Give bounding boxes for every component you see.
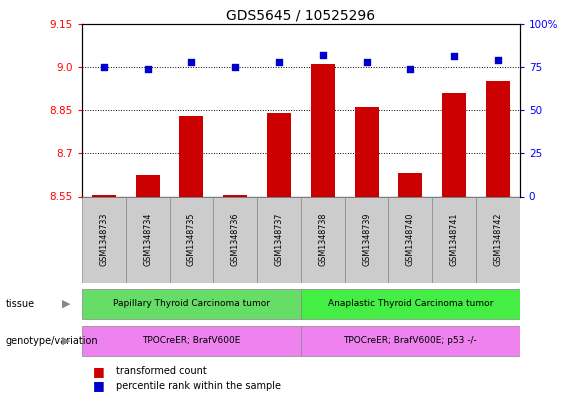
Point xyxy=(493,57,502,63)
Bar xyxy=(442,93,466,196)
Text: Papillary Thyroid Carcinoma tumor: Papillary Thyroid Carcinoma tumor xyxy=(113,299,270,308)
Text: GSM1348738: GSM1348738 xyxy=(318,213,327,266)
Bar xyxy=(398,173,423,196)
Text: TPOCreER; BrafV600E: TPOCreER; BrafV600E xyxy=(142,336,241,345)
Point xyxy=(318,51,327,58)
Point xyxy=(406,65,415,72)
Text: genotype/variation: genotype/variation xyxy=(6,336,98,346)
Text: ■: ■ xyxy=(93,379,105,393)
Bar xyxy=(214,196,257,283)
Text: Anaplastic Thyroid Carcinoma tumor: Anaplastic Thyroid Carcinoma tumor xyxy=(328,299,493,308)
Bar xyxy=(82,288,301,319)
Point xyxy=(187,59,196,65)
Text: ■: ■ xyxy=(93,365,105,378)
Text: GSM1348739: GSM1348739 xyxy=(362,213,371,266)
Bar xyxy=(301,326,520,356)
Text: GSM1348740: GSM1348740 xyxy=(406,213,415,266)
Point xyxy=(143,65,152,72)
Bar xyxy=(179,116,203,196)
Bar xyxy=(125,196,170,283)
Bar xyxy=(432,196,476,283)
Point xyxy=(450,53,459,60)
Point xyxy=(275,59,284,65)
Text: transformed count: transformed count xyxy=(116,366,207,376)
Text: TPOCreER; BrafV600E; p53 -/-: TPOCreER; BrafV600E; p53 -/- xyxy=(344,336,477,345)
Point xyxy=(99,64,108,70)
Bar xyxy=(82,196,125,283)
Text: percentile rank within the sample: percentile rank within the sample xyxy=(116,381,281,391)
Bar xyxy=(486,81,510,196)
Text: GSM1348742: GSM1348742 xyxy=(493,213,502,266)
Bar xyxy=(267,113,291,196)
Point xyxy=(362,59,371,65)
Bar xyxy=(389,196,432,283)
Bar xyxy=(170,196,214,283)
Bar xyxy=(476,196,520,283)
Bar xyxy=(354,107,379,196)
Bar xyxy=(311,64,335,196)
Bar xyxy=(345,196,389,283)
Text: GSM1348736: GSM1348736 xyxy=(231,213,240,266)
Bar xyxy=(223,195,247,196)
Bar xyxy=(92,195,116,196)
Text: tissue: tissue xyxy=(6,299,35,309)
Text: GSM1348741: GSM1348741 xyxy=(450,213,459,266)
Text: GSM1348737: GSM1348737 xyxy=(275,213,284,266)
Title: GDS5645 / 10525296: GDS5645 / 10525296 xyxy=(227,8,375,22)
Text: GSM1348734: GSM1348734 xyxy=(143,213,152,266)
Bar xyxy=(82,326,301,356)
Text: GSM1348733: GSM1348733 xyxy=(99,213,108,266)
Text: ▶: ▶ xyxy=(62,336,71,346)
Bar xyxy=(301,196,345,283)
Bar xyxy=(257,196,301,283)
Bar xyxy=(136,175,160,196)
Point xyxy=(231,64,240,70)
Text: ▶: ▶ xyxy=(62,299,71,309)
Bar xyxy=(301,288,520,319)
Text: GSM1348735: GSM1348735 xyxy=(187,213,196,266)
